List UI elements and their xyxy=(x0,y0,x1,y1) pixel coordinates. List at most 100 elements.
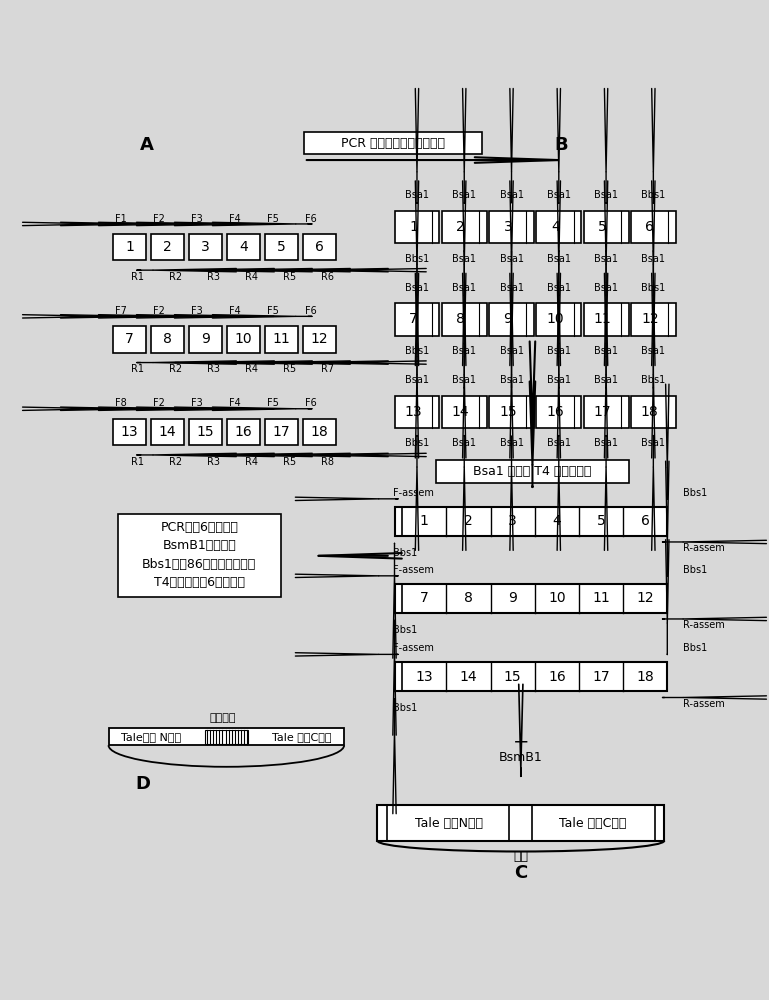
Text: Bbs1: Bbs1 xyxy=(393,625,418,635)
Bar xyxy=(265,326,298,353)
Text: F5: F5 xyxy=(268,398,279,408)
Text: BsmB1: BsmB1 xyxy=(499,751,543,764)
Text: 14: 14 xyxy=(460,670,478,684)
Text: 17: 17 xyxy=(592,670,610,684)
Text: Tale框架 N末端: Tale框架 N末端 xyxy=(121,732,181,742)
Text: Bbs1: Bbs1 xyxy=(641,375,665,385)
Text: R3: R3 xyxy=(207,364,220,374)
Text: R5: R5 xyxy=(283,364,296,374)
Text: 3: 3 xyxy=(201,240,210,254)
Text: Bbs1: Bbs1 xyxy=(641,283,665,293)
Text: BsmB1酶切载体: BsmB1酶切载体 xyxy=(162,539,236,552)
Text: R8: R8 xyxy=(321,457,334,467)
Text: +: + xyxy=(513,733,529,752)
Text: Bsa1: Bsa1 xyxy=(452,283,476,293)
Text: Bsa1: Bsa1 xyxy=(547,254,571,264)
Text: R1: R1 xyxy=(131,457,144,467)
Bar xyxy=(394,584,667,613)
Bar xyxy=(113,234,145,260)
Text: Bbs1: Bbs1 xyxy=(393,548,418,558)
Bar xyxy=(631,303,676,336)
Bar xyxy=(304,132,482,154)
Text: Bsa1: Bsa1 xyxy=(547,346,571,356)
Text: Tale 框架N末端: Tale 框架N末端 xyxy=(415,817,483,830)
Text: 8: 8 xyxy=(163,332,171,346)
Bar xyxy=(394,396,439,428)
Text: F4: F4 xyxy=(229,398,241,408)
Text: Bsa1: Bsa1 xyxy=(500,190,524,200)
Text: F-assem: F-assem xyxy=(393,565,434,575)
Text: Bsa1: Bsa1 xyxy=(452,375,476,385)
Text: Bsa1: Bsa1 xyxy=(594,254,618,264)
Text: F6: F6 xyxy=(305,306,317,316)
Bar xyxy=(394,303,439,336)
Text: R2: R2 xyxy=(169,364,182,374)
Text: F7: F7 xyxy=(115,306,128,316)
Text: 11: 11 xyxy=(592,591,610,605)
Text: Tale 框架C末端: Tale 框架C末端 xyxy=(559,817,626,830)
Text: 18: 18 xyxy=(641,405,658,419)
Text: 9: 9 xyxy=(201,332,210,346)
Text: Bsa1: Bsa1 xyxy=(500,346,524,356)
Text: F5: F5 xyxy=(268,306,279,316)
Text: F-assem: F-assem xyxy=(393,488,434,498)
Bar xyxy=(489,211,534,243)
Text: 4: 4 xyxy=(552,514,561,528)
Bar xyxy=(151,419,184,445)
Text: 15: 15 xyxy=(197,425,215,439)
Text: B: B xyxy=(554,136,568,154)
Text: F-assem: F-assem xyxy=(393,643,434,653)
Text: Tale 框架C末端: Tale 框架C末端 xyxy=(271,732,331,742)
Text: F1: F1 xyxy=(115,214,127,224)
Text: 5: 5 xyxy=(598,220,607,234)
Bar xyxy=(265,234,298,260)
Text: D: D xyxy=(135,775,150,793)
Bar xyxy=(227,326,260,353)
Text: Bsa1: Bsa1 xyxy=(594,283,618,293)
Bar xyxy=(489,396,534,428)
Bar xyxy=(227,234,260,260)
Text: 8: 8 xyxy=(464,591,473,605)
Text: 1: 1 xyxy=(409,220,418,234)
Text: 5: 5 xyxy=(277,240,286,254)
Bar xyxy=(227,419,260,445)
Text: Bsa1: Bsa1 xyxy=(405,283,429,293)
Bar xyxy=(489,303,534,336)
Text: 9: 9 xyxy=(508,591,517,605)
Text: 7: 7 xyxy=(420,591,428,605)
Text: 10: 10 xyxy=(547,312,564,326)
Text: Bsa1: Bsa1 xyxy=(500,283,524,293)
Text: F2: F2 xyxy=(154,398,165,408)
Text: 11: 11 xyxy=(272,332,290,346)
Text: 6: 6 xyxy=(315,240,324,254)
Text: R6: R6 xyxy=(321,272,334,282)
Bar xyxy=(394,507,667,536)
Text: Bbs1酶剉86模块片段，同时: Bbs1酶剉86模块片段，同时 xyxy=(142,558,256,571)
Bar xyxy=(441,211,487,243)
Text: 12: 12 xyxy=(311,332,328,346)
Bar xyxy=(113,326,145,353)
Bar xyxy=(631,211,676,243)
Text: R3: R3 xyxy=(207,457,220,467)
Text: R-assem: R-assem xyxy=(683,699,724,709)
Text: 3: 3 xyxy=(504,220,512,234)
Text: 10: 10 xyxy=(235,332,252,346)
Text: R5: R5 xyxy=(283,272,296,282)
Text: Bsa1: Bsa1 xyxy=(500,254,524,264)
Bar xyxy=(303,419,335,445)
Text: 13: 13 xyxy=(404,405,422,419)
Bar xyxy=(435,460,629,483)
Bar xyxy=(151,326,184,353)
Text: Bbs1: Bbs1 xyxy=(683,488,707,498)
Text: Bsa1: Bsa1 xyxy=(547,190,571,200)
Text: 14: 14 xyxy=(452,405,469,419)
Text: R2: R2 xyxy=(169,272,182,282)
Text: R7: R7 xyxy=(321,364,334,374)
Text: Bsa1: Bsa1 xyxy=(500,438,524,448)
Text: 6: 6 xyxy=(641,514,650,528)
Text: F6: F6 xyxy=(305,214,317,224)
Bar xyxy=(118,514,281,597)
Text: R4: R4 xyxy=(245,364,258,374)
Text: R3: R3 xyxy=(207,272,220,282)
Bar xyxy=(113,419,145,445)
